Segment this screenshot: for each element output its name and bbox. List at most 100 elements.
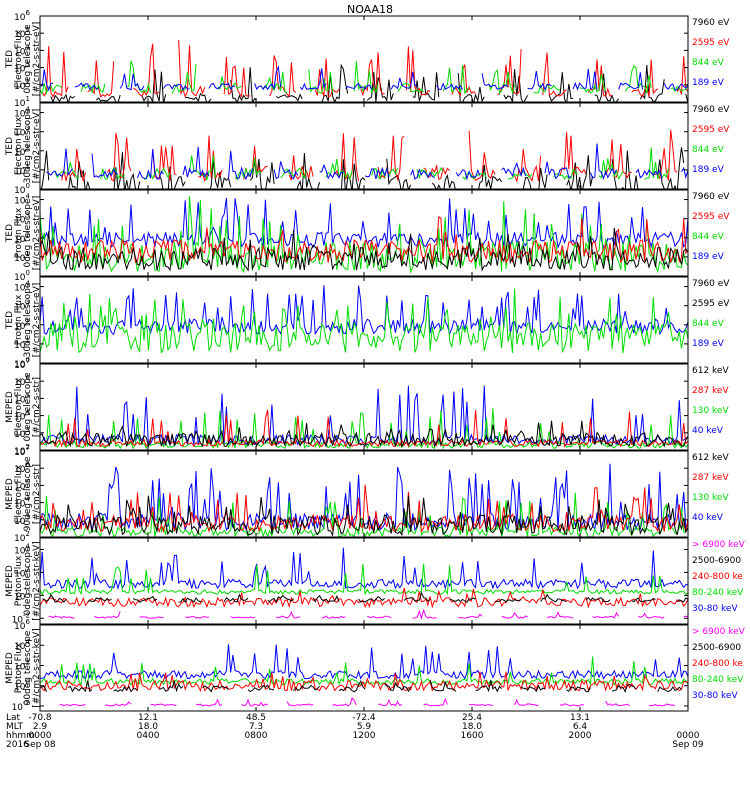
y-axis-label: 0deg telescope xyxy=(23,198,33,268)
x-row-label: MLT xyxy=(6,722,24,732)
x-tick-label-lat: -70.8 xyxy=(28,713,52,723)
legend-entry: 287 keV xyxy=(692,386,729,396)
series-line xyxy=(40,227,688,272)
series-line xyxy=(61,129,678,183)
legend-entry: 40 keV xyxy=(692,513,724,523)
panel-frame xyxy=(39,624,689,712)
series-line xyxy=(40,147,685,189)
y-axis-label: [#/cm2-s-str-keV] xyxy=(32,541,42,620)
series-line xyxy=(40,671,688,693)
legend-entry: 2595 eV xyxy=(692,212,730,222)
x-tick-label-hhmm: 2000 xyxy=(569,731,592,741)
x-tick-label-mlt: 6.4 xyxy=(573,722,588,732)
legend-entry: 844 eV xyxy=(692,58,725,68)
series-line xyxy=(48,608,688,621)
y-axis-label: 30deg telescope xyxy=(23,282,33,357)
legend-entry: 2595 eV xyxy=(692,125,730,135)
legend-entry: 40 keV xyxy=(692,426,724,436)
legend-entry: 30-80 keV xyxy=(692,691,738,701)
y-axis-label: Electron Flux xyxy=(14,377,24,436)
legend-entry: 844 eV xyxy=(692,232,725,242)
x-tick-label-lat: 13.1 xyxy=(570,713,590,723)
x-tick-label-hhmm: 1600 xyxy=(461,731,484,741)
series-line xyxy=(42,591,688,603)
y-axis-label: [#/cm2-s-str] xyxy=(32,464,42,524)
legend-entry: 2500-6900 xyxy=(692,643,741,653)
legend-entry: 80-240 keV xyxy=(692,675,744,685)
y-axis-label: 90deg telescope xyxy=(23,456,33,531)
series-group xyxy=(40,39,688,102)
legend-entry: > 6900 keV xyxy=(692,627,746,637)
y-axis-label: Proton Flux xyxy=(14,294,24,345)
legend-entry: 189 eV xyxy=(692,252,725,262)
legend-entry: 189 eV xyxy=(692,339,725,349)
x-tick-label-hhmm: 0000 xyxy=(29,731,52,741)
series-group xyxy=(40,285,688,354)
series-line xyxy=(40,679,682,693)
y-axis-label: [#/cm2-s-str-eV] xyxy=(32,196,42,271)
x-tick-label-mlt: 18.0 xyxy=(462,722,482,732)
series-line xyxy=(40,196,688,274)
y-axis-label: MEPED xyxy=(5,478,15,510)
legend-entry: 7960 eV xyxy=(692,279,730,289)
x-tick-label-lat: -72.4 xyxy=(352,713,376,723)
legend-entry: 844 eV xyxy=(692,319,725,329)
series-line xyxy=(40,65,688,92)
series-group xyxy=(40,547,688,621)
panel-frame xyxy=(39,102,689,190)
x-row-label: hhmm xyxy=(6,731,35,741)
legend-entry: 2500-6900 xyxy=(692,556,741,566)
series-group xyxy=(40,385,688,450)
y-axis-label: Electron Flux xyxy=(14,464,24,523)
y-axis-label: TED xyxy=(5,311,15,330)
y-axis-label: Electron Flux xyxy=(14,29,24,88)
legend-entry: > 6900 keV xyxy=(692,540,746,550)
y-axis-label: Proton Flux xyxy=(14,642,24,693)
x-tick-label-hhmm: 1200 xyxy=(353,731,376,741)
legend-entry: 612 keV xyxy=(692,453,729,463)
legend-entry: 240-800 ke xyxy=(692,572,743,582)
y-axis-label: MEPED xyxy=(5,565,15,597)
figure-title: NOAA18 xyxy=(347,3,393,16)
x-row-label: Lat xyxy=(6,713,21,723)
panel-frame xyxy=(39,276,689,364)
y-axis-label: Proton Flux xyxy=(14,555,24,606)
legend-entry: 30-80 keV xyxy=(692,604,738,614)
legend-entry: 2595 eV xyxy=(692,299,730,309)
x-tick-label-hhmm: 0800 xyxy=(245,731,268,741)
legend-entry: 7960 eV xyxy=(692,105,730,115)
y-axis-label: Electron Flux xyxy=(14,116,24,175)
y-axis-label: [#/cm2-s-str] xyxy=(32,377,42,437)
legend-entry: 612 keV xyxy=(692,366,729,376)
y-axis-label: Proton Flux xyxy=(14,207,24,258)
series-line xyxy=(40,197,688,249)
series-line xyxy=(40,587,688,609)
series-line xyxy=(59,697,676,707)
x-tick-label-hhmm: 0400 xyxy=(137,731,160,741)
legend-entry: 189 eV xyxy=(692,165,725,175)
y-axis-label: [#/cm2-s-str-eV] xyxy=(32,283,42,358)
series-group xyxy=(40,129,688,189)
y-axis-label: MEPED xyxy=(5,652,15,684)
legend-entry: 130 keV xyxy=(692,406,729,416)
legend-entry: 287 keV xyxy=(692,473,729,483)
y-axis-label: [#/cm2-s-str-eV] xyxy=(32,109,42,184)
series-line xyxy=(40,644,688,681)
y-axis-label: 0deg telescope xyxy=(23,372,33,442)
x-tick-label-lat: 12.1 xyxy=(138,713,158,723)
x-tick-label-mlt: 7.3 xyxy=(249,722,263,732)
legend-entry: 7960 eV xyxy=(692,192,730,202)
x-tick-label-date: Sep 08 xyxy=(24,740,56,750)
y-axis-label: TED xyxy=(5,224,15,243)
